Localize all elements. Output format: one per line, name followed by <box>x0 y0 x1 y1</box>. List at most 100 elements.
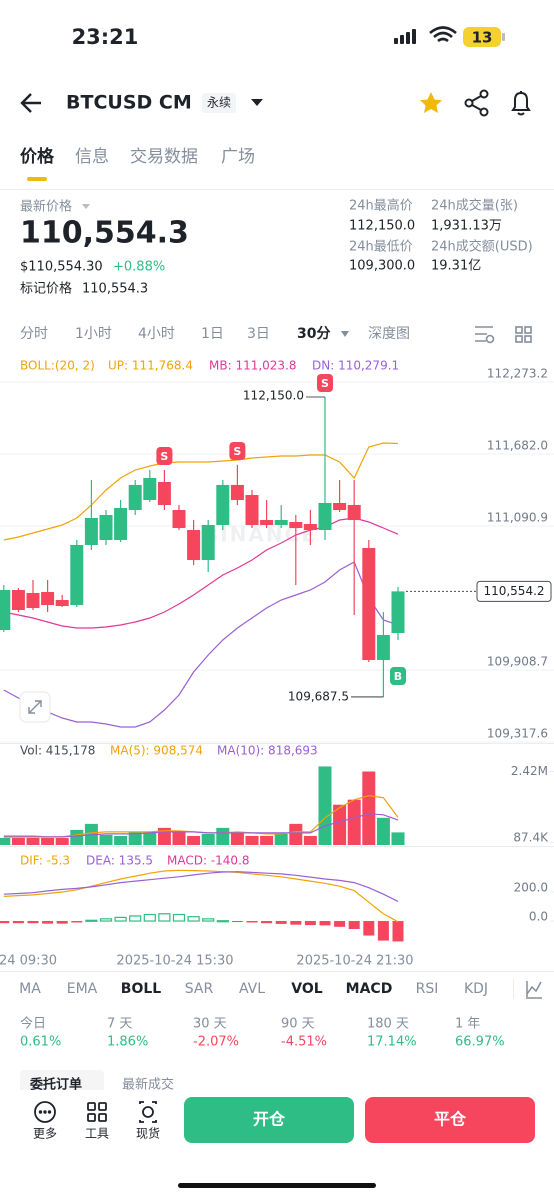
candle-body <box>376 635 390 661</box>
macd-bar <box>334 921 346 927</box>
tab[interactable]: 价格 <box>20 146 55 167</box>
candle-body <box>84 517 98 545</box>
indicator-tab[interactable]: AVL <box>239 981 265 997</box>
open-button-label[interactable]: 开仓 <box>253 1110 286 1129</box>
legend-entry: MA(5): 908,574 <box>110 744 203 758</box>
symbol-dropdown[interactable] <box>251 99 263 106</box>
macd-bar <box>0 921 10 924</box>
indicator-tab-active[interactable]: MACD <box>346 981 393 997</box>
macd-bar <box>377 921 389 941</box>
tools-icon[interactable] <box>87 1102 107 1122</box>
volume-bar <box>230 831 244 845</box>
interval[interactable]: 4小时 <box>138 326 175 342</box>
signal-badge <box>317 374 333 393</box>
last-price-box <box>476 580 552 602</box>
toolbar-label[interactable]: 工具 <box>85 1127 109 1141</box>
volume-bar <box>216 827 230 845</box>
indicator-tab[interactable]: EMA <box>67 981 98 997</box>
expand-button[interactable] <box>19 691 51 723</box>
volume-bar <box>143 831 157 845</box>
order-tab[interactable]: 最新成交 <box>122 1077 174 1093</box>
return-label: 90 天 <box>281 1017 315 1032</box>
candle-body <box>391 591 405 634</box>
close-button[interactable] <box>365 1097 535 1143</box>
indicator-tab-active[interactable]: VOL <box>291 981 322 997</box>
signal-label: S <box>160 450 168 463</box>
return-label: 1 年 <box>455 1017 480 1032</box>
candle-body <box>318 502 332 531</box>
volume-bar <box>362 771 376 845</box>
spot-icon[interactable] <box>139 1101 157 1123</box>
returns: 今日 0.61% 7 天 1.86% 30 天 -2.07% 90 天 -4.51% 180 天… <box>20 1016 505 1050</box>
volume-bar <box>333 804 347 845</box>
macd-bar <box>56 921 68 924</box>
volume-bar <box>128 831 142 845</box>
interval-dropdown[interactable] <box>341 331 349 337</box>
symbol[interactable]: BTCUSD CM <box>66 92 192 114</box>
y-tick-label: 0.0 <box>529 910 548 924</box>
candle-body <box>274 520 288 525</box>
price-label: 最新价格 <box>20 199 72 215</box>
candle-body <box>128 484 142 511</box>
macd-bar <box>261 921 273 924</box>
more-icon[interactable] <box>34 1101 56 1123</box>
indicator-settings[interactable] <box>526 981 542 999</box>
stat-value: 109,300.0 <box>349 259 415 274</box>
volume-label: Vol: 415,178 <box>20 744 95 758</box>
indicator-tab-active[interactable]: BOLL <box>121 981 161 997</box>
signal-label: S <box>321 377 329 390</box>
indicator-tab[interactable]: KDJ <box>464 981 488 997</box>
chart-settings-icon[interactable] <box>475 326 495 344</box>
favorite-icon[interactable] <box>420 92 442 113</box>
volume-bar <box>303 835 317 845</box>
legend-entry: UP: 111,768.4 <box>108 359 193 373</box>
legend-entry: MA(10): 818,693 <box>217 744 318 758</box>
tab[interactable]: 广场 <box>221 147 255 167</box>
ma-line <box>3 813 399 838</box>
volume-bar <box>99 834 113 845</box>
volume-bar <box>376 817 390 845</box>
tab[interactable]: 交易数据 <box>130 147 198 167</box>
candle-body <box>333 502 347 511</box>
indicator-tab[interactable]: RSI <box>416 981 439 997</box>
open-button[interactable] <box>184 1097 354 1143</box>
indicator-tab[interactable]: MA <box>19 981 41 997</box>
wifi-icon <box>429 26 457 43</box>
macd-bar <box>231 921 243 923</box>
interval[interactable]: 1小时 <box>75 326 112 342</box>
tab[interactable]: 信息 <box>75 147 109 167</box>
tag-bg <box>202 93 236 113</box>
price-change: +0.88% <box>113 260 165 275</box>
y-tick-label: 111,090.9 <box>487 511 548 525</box>
stat-value: 1,931.13万 <box>431 219 502 234</box>
return-value: 17.14% <box>367 1035 417 1050</box>
stat-label: 24h成交量(张) <box>431 198 518 214</box>
stat-value: 19.31亿 <box>431 259 481 274</box>
interval[interactable]: 分时 <box>20 326 48 342</box>
y-tick-label: 112,273.2 <box>487 367 548 381</box>
indicator-tab[interactable]: SAR <box>185 981 214 997</box>
interval-active[interactable]: 30分 <box>297 326 330 342</box>
interval[interactable]: 深度图 <box>368 326 410 342</box>
layout-icon[interactable] <box>515 326 532 343</box>
interval[interactable]: 3日 <box>247 326 270 342</box>
share-icon[interactable] <box>464 89 489 117</box>
order-tab[interactable]: 委托订单 <box>29 1077 82 1093</box>
macd-bar <box>42 921 54 924</box>
candle-body <box>41 592 55 605</box>
macd-bar <box>12 921 24 924</box>
macd-bar <box>363 921 375 936</box>
signal-icon <box>394 29 416 44</box>
interval[interactable]: 1日 <box>201 326 224 342</box>
price-dropdown[interactable] <box>82 204 90 209</box>
close-button-label[interactable]: 平仓 <box>434 1110 467 1129</box>
signal-badge <box>156 447 173 466</box>
toolbar-label[interactable]: 现货 <box>136 1126 160 1141</box>
stat-value: 112,150.0 <box>349 219 415 234</box>
back-button[interactable] <box>20 93 41 113</box>
macd-bar <box>71 921 83 923</box>
macd-bar <box>290 921 302 925</box>
alert-icon[interactable] <box>511 91 531 116</box>
toolbar-label[interactable]: 更多 <box>33 1127 57 1141</box>
macd-bar <box>216 920 229 923</box>
